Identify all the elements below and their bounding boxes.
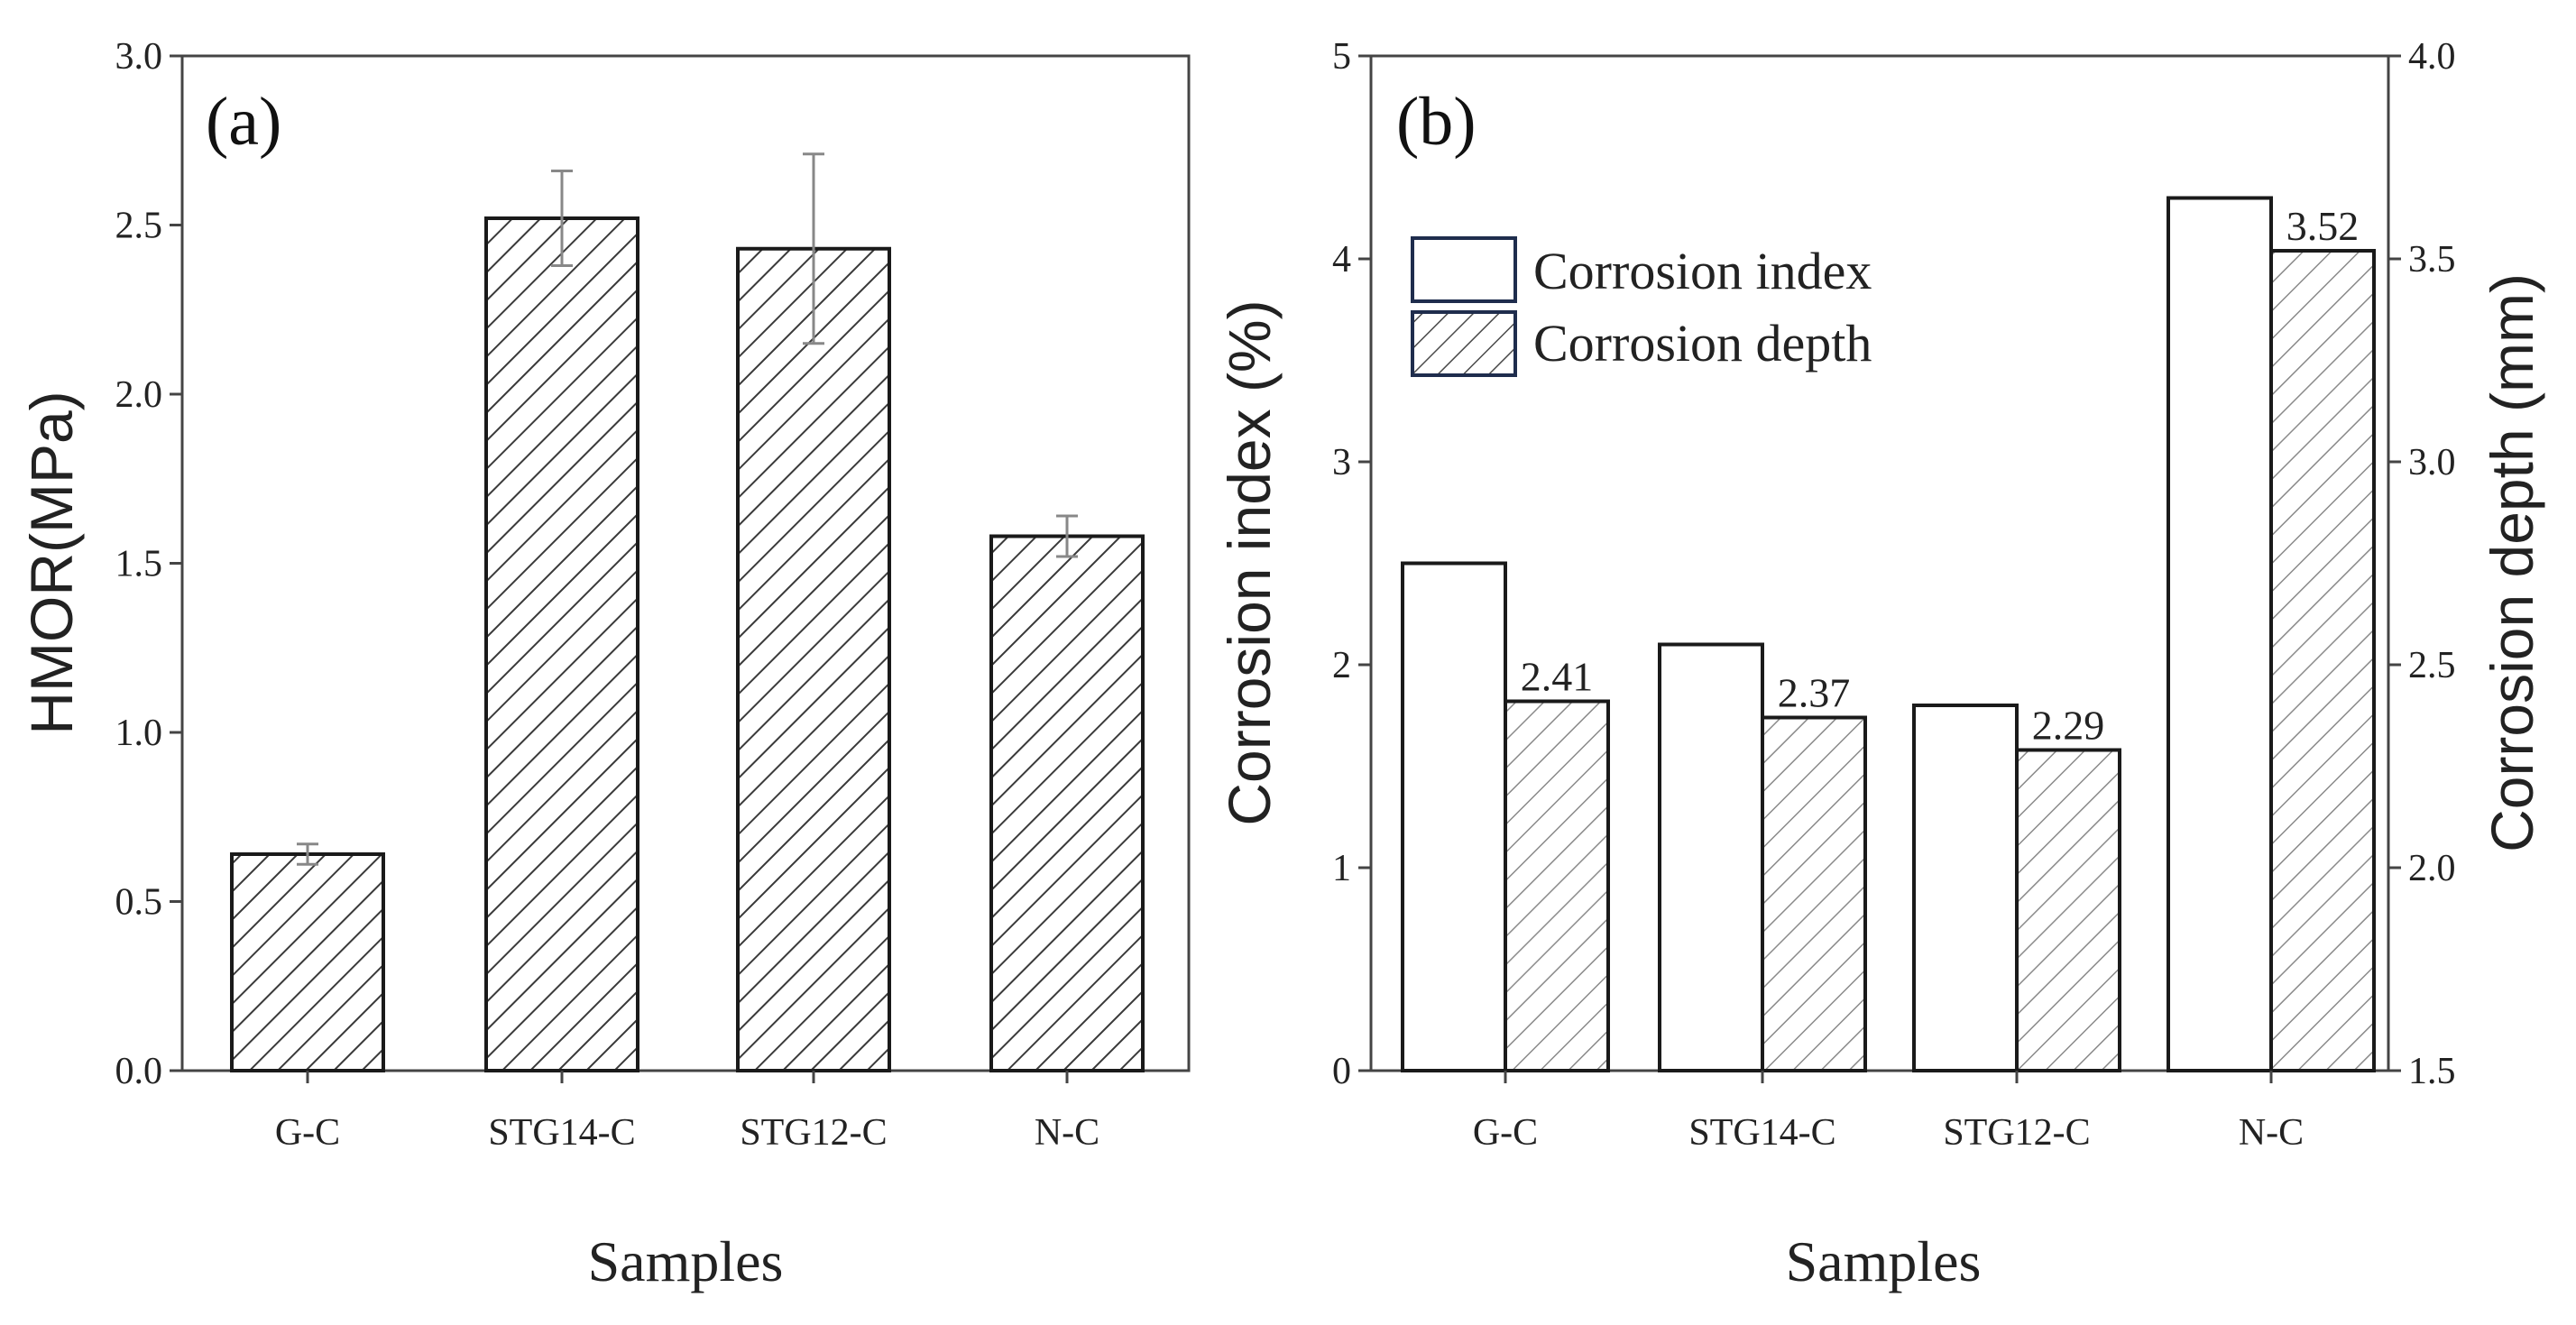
panel-a-y-tick-label: 1.0	[115, 713, 163, 754]
panel-a-y-tick-label: 2.5	[115, 206, 163, 247]
panel-b-bar-corrosion-depth	[2015, 748, 2121, 1072]
panel-b-x-tick-label: G-C	[1473, 1112, 1538, 1154]
panel-b-data-label: 3.52	[2286, 203, 2360, 249]
panel-b-right-y-axis: 1.5 2.0 2.5 3.0 3.5 4.0	[2388, 36, 2456, 1092]
panel-b-right-y-tick-label: 3.0	[2408, 442, 2456, 483]
panel-a-x-tick-label: STG14-C	[488, 1112, 635, 1154]
panel-b-right-y-title: Corrosion depth (mm)	[2479, 273, 2545, 852]
panel-b-chart: 0 1 2 3 4 5 1.5 2.0 2.5 3.0 3.5 4.0 2.41 2.37 2.29 3.…	[1216, 36, 2545, 1293]
panel-a-y-tick-label: 3.0	[115, 36, 163, 78]
panel-a-y-tick-label: 0.5	[115, 882, 163, 924]
panel-b-right-y-tick-label: 2.5	[2408, 645, 2456, 686]
panel-b-frame	[1369, 54, 2390, 1072]
panel-a-y-tick-label: 2.0	[115, 374, 163, 416]
panel-a-bars	[230, 152, 1145, 1072]
panel-b-left-y-tick-label: 4	[1332, 239, 1351, 281]
panel-a-x-tick-label: STG12-C	[740, 1112, 887, 1154]
panel-b-left-y-axis: 0 1 2 3 4 5	[1332, 36, 1371, 1092]
panel-a-x-axis: G-C STG14-C STG12-C N-C	[275, 1071, 1099, 1154]
panel-a-bar-n-c	[989, 534, 1145, 1072]
panel-b-bar-corrosion-depth	[1504, 699, 1610, 1072]
panel-b-x-tick-label: STG14-C	[1688, 1112, 1835, 1154]
panel-b-legend: Corrosion index Corrosion depth	[1411, 236, 1872, 377]
panel-b-left-y-tick-label: 0	[1332, 1051, 1351, 1092]
panel-a-chart: 0.0 0.5 1.0 1.5 2.0 2.5 3.0 G-C STG14-C STG12-C N…	[18, 36, 1191, 1293]
panel-a-y-title: HMOR(MPa)	[18, 391, 85, 734]
panel-b-data-label: 2.29	[2032, 703, 2105, 749]
panel-b-left-y-tick-label: 2	[1332, 645, 1351, 686]
panel-b-x-title: Samples	[1786, 1229, 1982, 1293]
panel-a-y-tick-label: 1.5	[115, 544, 163, 585]
panel-b-left-y-title: Corrosion index (%)	[1216, 299, 1283, 825]
panel-a-bar-g-c	[230, 852, 385, 1072]
legend-label-corrosion-index: Corrosion index	[1533, 242, 1872, 300]
panel-b-data-label: 2.37	[1778, 670, 1851, 716]
panel-b-x-axis: G-C STG14-C STG12-C N-C	[1473, 1071, 2304, 1154]
panel-b-right-y-tick-label: 2.0	[2408, 848, 2456, 889]
panel-a-y-axis: 0.0 0.5 1.0 1.5 2.0 2.5 3.0	[115, 36, 182, 1092]
panel-b-label: (b)	[1396, 84, 1477, 160]
panel-b-bar-corrosion-index	[1658, 642, 1764, 1072]
legend-swatch-corrosion-index	[1411, 236, 1517, 303]
panel-b-bars: 2.41 2.37 2.29 3.52	[1401, 196, 2376, 1072]
panel-b-left-y-tick-label: 5	[1332, 36, 1351, 78]
panel-a-x-title: Samples	[588, 1229, 784, 1293]
panel-a-bar-stg14-c	[484, 216, 639, 1072]
panel-b-bar-corrosion-index	[2167, 196, 2273, 1072]
panel-a-label: (a)	[206, 84, 281, 160]
panel-a-y-tick-label: 0.0	[115, 1051, 163, 1092]
panel-b-bar-corrosion-depth	[2269, 249, 2376, 1072]
panel-b-x-tick-label: STG12-C	[1943, 1112, 2090, 1154]
panel-b-bar-corrosion-index	[1401, 561, 1507, 1072]
legend-label-corrosion-depth: Corrosion depth	[1533, 314, 1872, 373]
panel-b-x-tick-label: N-C	[2239, 1112, 2304, 1154]
panel-b-right-y-tick-label: 3.5	[2408, 239, 2456, 281]
legend-swatch-corrosion-depth	[1411, 310, 1517, 377]
panel-b-right-y-tick-label: 4.0	[2408, 36, 2456, 78]
panel-a-x-tick-label: N-C	[1035, 1112, 1099, 1154]
panel-b-data-label: 2.41	[1521, 654, 1594, 700]
panel-a-bar-stg12-c	[736, 246, 891, 1072]
panel-b-bar-corrosion-index	[1912, 704, 2019, 1072]
panel-b-right-y-tick-label: 1.5	[2408, 1051, 2456, 1092]
panel-b-left-y-tick-label: 1	[1332, 848, 1351, 889]
panel-b-left-y-tick-label: 3	[1332, 442, 1351, 483]
panel-b-bar-corrosion-depth	[1761, 715, 1867, 1072]
panel-a-x-tick-label: G-C	[275, 1112, 340, 1154]
